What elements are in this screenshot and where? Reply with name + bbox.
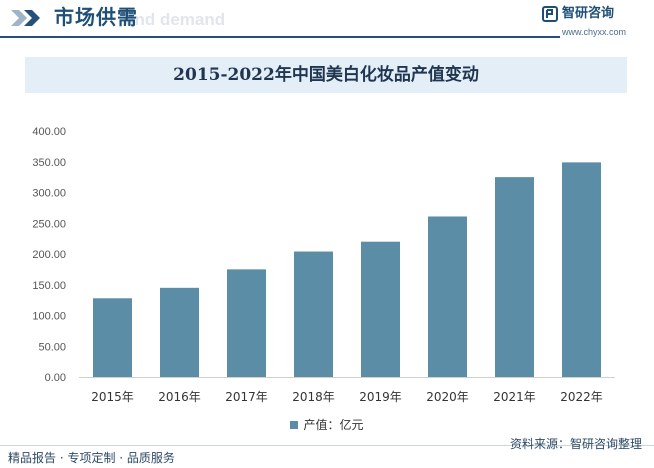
bar bbox=[294, 251, 333, 377]
x-tick-label: 2020年 bbox=[426, 390, 469, 404]
chart-title-bar: 2015-2022年中国美白化妆品产值变动 bbox=[25, 57, 627, 93]
brand-url: www.chyxx.com bbox=[562, 27, 627, 37]
bar-chart: 0.00 50.00 100.00 150.00 200.00 250.00 300.00 3… bbox=[32, 126, 615, 404]
y-tick-label: 250.00 bbox=[32, 218, 66, 230]
header-watermark-text: and demand bbox=[125, 10, 226, 29]
y-tick-label: 350.00 bbox=[32, 157, 66, 169]
legend-swatch bbox=[290, 421, 299, 429]
x-tick-label: 2015年 bbox=[91, 390, 134, 404]
bar bbox=[361, 241, 400, 377]
bar bbox=[562, 162, 601, 377]
y-tick-label: 50.00 bbox=[38, 341, 66, 353]
x-tick-label: 2022年 bbox=[560, 390, 603, 404]
bar bbox=[428, 216, 467, 377]
header: and demand 市场供需 智研咨询 www.chyxx.com bbox=[0, 0, 654, 40]
y-tick-label: 400.00 bbox=[32, 126, 66, 138]
header-divider bbox=[0, 36, 560, 38]
brand-name: 智研咨询 bbox=[562, 6, 615, 21]
bar bbox=[160, 287, 199, 377]
bar bbox=[93, 298, 132, 377]
y-tick-label: 150.00 bbox=[32, 280, 66, 292]
footer-slogan: 精品报告 · 专项定制 · 品质服务 bbox=[8, 451, 175, 465]
y-tick-label: 0.00 bbox=[45, 372, 66, 384]
chart-title: 2015-2022年中国美白化妆品产值变动 bbox=[173, 65, 479, 85]
double-chevron-icon bbox=[11, 10, 40, 26]
x-tick-label: 2016年 bbox=[158, 390, 201, 404]
x-tick-label: 2018年 bbox=[292, 390, 335, 404]
x-tick-label: 2019年 bbox=[359, 390, 402, 404]
legend-label: 产值：亿元 bbox=[303, 418, 364, 432]
brand-logo-icon bbox=[542, 6, 558, 22]
y-tick-label: 100.00 bbox=[32, 311, 66, 323]
bar bbox=[495, 177, 534, 377]
y-tick-label: 300.00 bbox=[32, 188, 66, 200]
section-title: 市场供需 bbox=[54, 5, 138, 29]
footer-divider bbox=[0, 445, 654, 446]
legend: 产值：亿元 bbox=[0, 416, 654, 433]
brand: 智研咨询 www.chyxx.com bbox=[542, 5, 642, 41]
x-tick-label: 2021年 bbox=[493, 390, 536, 404]
x-tick-label: 2017年 bbox=[225, 390, 268, 404]
y-tick-label: 200.00 bbox=[32, 249, 66, 261]
source-note: 资料来源：智研咨询整理 bbox=[509, 437, 642, 451]
bar bbox=[227, 269, 266, 377]
